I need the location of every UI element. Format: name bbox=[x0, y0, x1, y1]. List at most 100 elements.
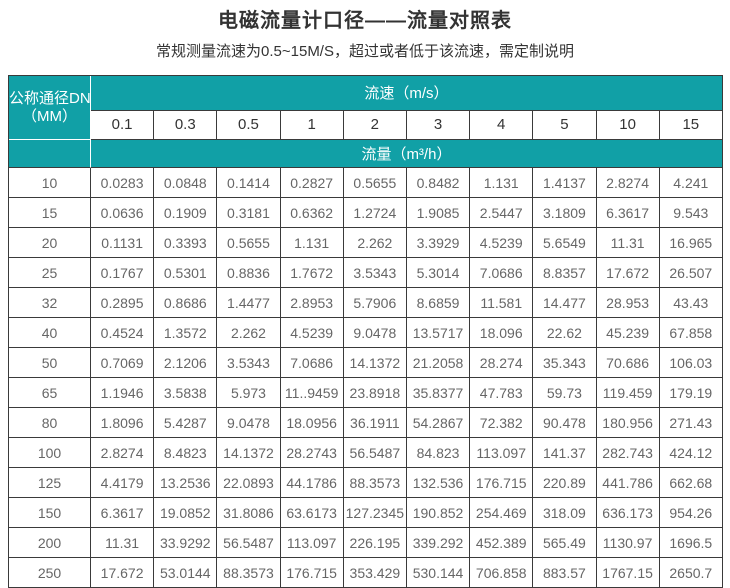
flow-cell: 11.31 bbox=[596, 228, 660, 258]
flow-table-body: 公称通径DN （MM） 流速（m/s） 0.1 0.3 0.5 1 2 3 4 … bbox=[9, 76, 723, 588]
flow-cell: 1.3572 bbox=[154, 318, 218, 348]
flow-cell: 176.715 bbox=[280, 558, 344, 588]
dn-cell: 65 bbox=[9, 378, 91, 408]
flow-cell: 0.1767 bbox=[91, 258, 155, 288]
flow-comparison-table: 公称通径DN （MM） 流速（m/s） 0.1 0.3 0.5 1 2 3 4 … bbox=[8, 75, 723, 588]
flow-cell: 19.0852 bbox=[154, 498, 218, 528]
flow-cell: 28.2743 bbox=[280, 438, 344, 468]
flow-cell: 18.096 bbox=[470, 318, 534, 348]
flow-cell: 11.581 bbox=[470, 288, 534, 318]
flow-cell: 18.0956 bbox=[280, 408, 344, 438]
flow-cell: 22.62 bbox=[533, 318, 597, 348]
flow-cell: 35.343 bbox=[533, 348, 597, 378]
table-row: 100 2.8274 8.4823 14.1372 28.2743 56.5487 84.8… bbox=[9, 438, 723, 468]
flow-cell: 113.097 bbox=[280, 528, 344, 558]
table-row: 150 6.3617 19.0852 31.8086 63.6173 127.2345 19… bbox=[9, 498, 723, 528]
flow-cell: 11..9459 bbox=[280, 378, 344, 408]
table-row: 250 17.672 53.0144 88.3573 176.715 353.429 530… bbox=[9, 558, 723, 588]
corner-header-line1: 公称通径DN bbox=[9, 89, 91, 107]
flow-cell: 17.672 bbox=[91, 558, 155, 588]
page-title: 电磁流量计口径——流量对照表 bbox=[218, 10, 512, 32]
flow-cell: 127.2345 bbox=[343, 498, 407, 528]
flow-cell: 0.6362 bbox=[280, 198, 344, 228]
flow-cell: 0.1414 bbox=[217, 168, 281, 198]
flow-cell: 0.2895 bbox=[91, 288, 155, 318]
flow-cell: 271.43 bbox=[659, 408, 723, 438]
flow-cell: 954.26 bbox=[659, 498, 723, 528]
flow-cell: 5.4287 bbox=[154, 408, 218, 438]
flow-header-spacer-cell bbox=[9, 140, 91, 168]
flow-cell: 1.131 bbox=[280, 228, 344, 258]
flow-cell: 0.0636 bbox=[91, 198, 155, 228]
flow-cell: 3.5838 bbox=[154, 378, 218, 408]
flow-cell: 141.37 bbox=[533, 438, 597, 468]
flow-cell: 1767.15 bbox=[596, 558, 660, 588]
flow-cell: 14.1372 bbox=[343, 348, 407, 378]
flow-cell: 282.743 bbox=[596, 438, 660, 468]
flow-cell: 90.478 bbox=[533, 408, 597, 438]
flow-cell: 0.8686 bbox=[154, 288, 218, 318]
flow-cell: 35.8377 bbox=[406, 378, 471, 408]
table-row: 200 11.31 33.9292 56.5487 113.097 226.195 339.… bbox=[9, 528, 723, 558]
flow-cell: 441.786 bbox=[596, 468, 660, 498]
flow-cell: 5.7906 bbox=[343, 288, 407, 318]
table-row: 32 0.2895 0.8686 1.4477 2.8953 5.7906 8.6859 11… bbox=[9, 288, 723, 318]
flow-cell: 1.9085 bbox=[406, 198, 471, 228]
flow-cell: 2.262 bbox=[217, 318, 281, 348]
dn-cell: 150 bbox=[9, 498, 91, 528]
flow-cell: 318.09 bbox=[533, 498, 597, 528]
flow-cell: 47.783 bbox=[470, 378, 534, 408]
flow-cell: 8.6859 bbox=[406, 288, 471, 318]
flow-cell: 0.3393 bbox=[154, 228, 218, 258]
table-row: 125 4.4179 13.2536 22.0893 44.1786 88.3573 132… bbox=[9, 468, 723, 498]
dn-cell: 200 bbox=[9, 528, 91, 558]
flow-cell: 0.4524 bbox=[91, 318, 155, 348]
flow-cell: 0.3181 bbox=[217, 198, 281, 228]
flow-cell: 0.5655 bbox=[217, 228, 281, 258]
flow-cell: 4.241 bbox=[659, 168, 723, 198]
velocity-value-cell: 0.5 bbox=[217, 110, 281, 140]
flow-cell: 45.239 bbox=[596, 318, 660, 348]
flow-cell: 84.823 bbox=[406, 438, 471, 468]
flow-cell: 56.5487 bbox=[343, 438, 407, 468]
flow-cell: 5.3014 bbox=[406, 258, 471, 288]
flow-cell: 4.5239 bbox=[280, 318, 344, 348]
flow-cell: 4.5239 bbox=[470, 228, 534, 258]
flow-cell: 119.459 bbox=[596, 378, 660, 408]
flow-cell: 6.3617 bbox=[91, 498, 155, 528]
flow-cell: 1.8096 bbox=[91, 408, 155, 438]
dn-cell: 25 bbox=[9, 258, 91, 288]
corner-header-cell: 公称通径DN （MM） bbox=[9, 76, 91, 140]
flow-cell: 1130.97 bbox=[596, 528, 660, 558]
flow-cell: 0.8482 bbox=[406, 168, 471, 198]
velocity-value-cell: 2 bbox=[343, 110, 407, 140]
flow-cell: 2.8274 bbox=[596, 168, 660, 198]
dn-cell: 32 bbox=[9, 288, 91, 318]
dn-cell: 100 bbox=[9, 438, 91, 468]
flow-cell: 9.0478 bbox=[217, 408, 281, 438]
header-row-velocity: 公称通径DN （MM） 流速（m/s） bbox=[9, 76, 723, 140]
dn-cell: 15 bbox=[9, 198, 91, 228]
velocity-value-cell: 4 bbox=[470, 110, 534, 140]
flow-cell: 565.49 bbox=[533, 528, 597, 558]
flow-cell: 13.5717 bbox=[406, 318, 471, 348]
flow-cell: 0.7069 bbox=[91, 348, 155, 378]
velocity-value-cell: 10 bbox=[596, 110, 660, 140]
flow-cell: 113.097 bbox=[470, 438, 534, 468]
flow-cell: 88.3573 bbox=[217, 558, 281, 588]
flow-cell: 0.1131 bbox=[91, 228, 155, 258]
flow-cell: 8.4823 bbox=[154, 438, 218, 468]
table-row: 15 0.0636 0.1909 0.3181 0.6362 1.2724 1.9085 2.… bbox=[9, 198, 723, 228]
flow-cell: 33.9292 bbox=[154, 528, 218, 558]
flow-cell: 0.5655 bbox=[343, 168, 407, 198]
table-row: 20 0.1131 0.3393 0.5655 1.131 2.262 3.3929 4.52… bbox=[9, 228, 723, 258]
flow-cell: 56.5487 bbox=[217, 528, 281, 558]
flow-cell: 452.389 bbox=[470, 528, 534, 558]
flow-cell: 220.89 bbox=[533, 468, 597, 498]
flow-cell: 54.2867 bbox=[406, 408, 471, 438]
flow-cell: 4.4179 bbox=[91, 468, 155, 498]
flow-cell: 13.2536 bbox=[154, 468, 218, 498]
table-row: 80 1.8096 5.4287 9.0478 18.0956 36.1911 54.286… bbox=[9, 408, 723, 438]
flow-cell: 9.543 bbox=[659, 198, 723, 228]
flow-cell: 106.03 bbox=[659, 348, 723, 378]
